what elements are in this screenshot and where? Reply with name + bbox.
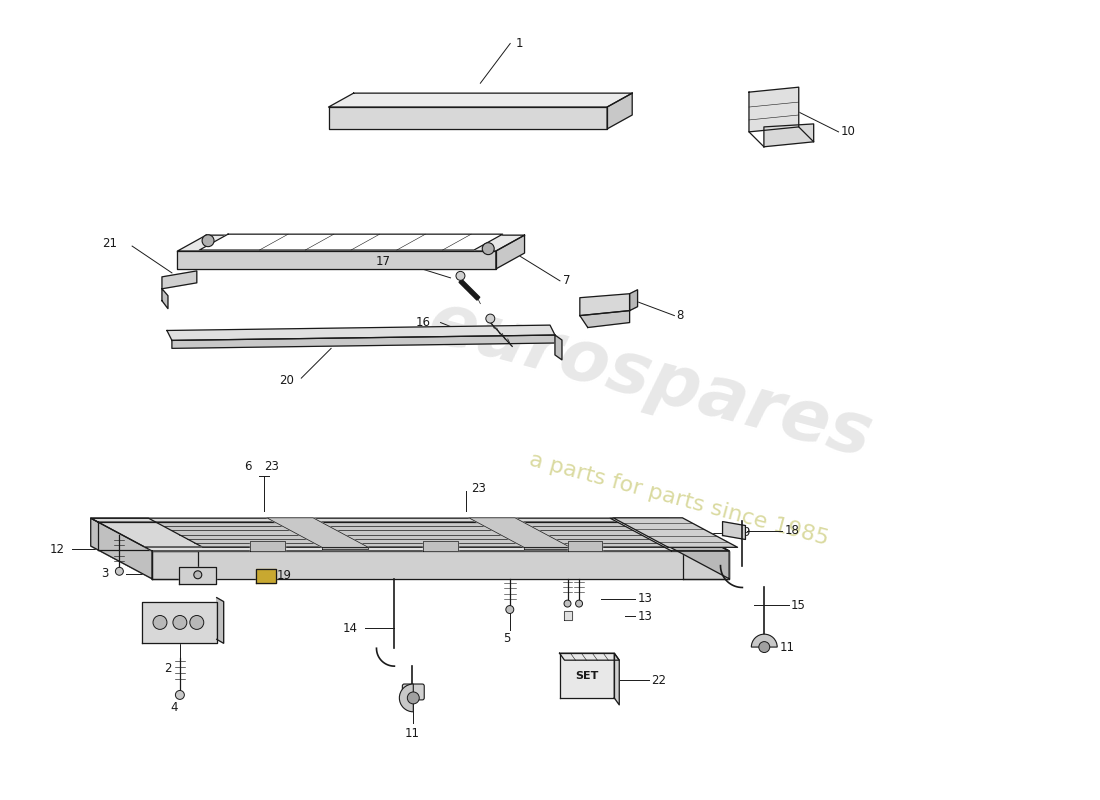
Text: 5: 5 — [503, 632, 510, 645]
Polygon shape — [90, 518, 210, 551]
Text: 8: 8 — [676, 309, 684, 322]
Polygon shape — [723, 522, 746, 539]
Polygon shape — [172, 335, 556, 348]
Text: 11: 11 — [405, 727, 419, 740]
Text: 23: 23 — [264, 460, 278, 473]
Text: 21: 21 — [102, 237, 118, 250]
Polygon shape — [142, 602, 217, 643]
Polygon shape — [496, 235, 525, 269]
Text: 11: 11 — [779, 641, 794, 654]
Text: 4: 4 — [169, 702, 177, 714]
Circle shape — [194, 571, 201, 578]
Polygon shape — [568, 541, 602, 551]
Polygon shape — [177, 235, 525, 251]
Polygon shape — [560, 654, 619, 660]
Circle shape — [173, 615, 187, 630]
Text: a parts for parts since 1985: a parts for parts since 1985 — [527, 450, 832, 549]
Text: 10: 10 — [840, 126, 856, 138]
Text: 7: 7 — [563, 274, 571, 287]
Text: 18: 18 — [784, 524, 799, 537]
Polygon shape — [90, 518, 152, 578]
FancyBboxPatch shape — [403, 684, 425, 700]
FancyArrow shape — [459, 279, 480, 300]
Polygon shape — [610, 518, 729, 551]
Circle shape — [116, 567, 123, 575]
Circle shape — [564, 600, 571, 607]
Polygon shape — [580, 310, 629, 327]
Polygon shape — [749, 87, 799, 132]
Polygon shape — [90, 518, 675, 522]
Text: 9: 9 — [741, 526, 749, 539]
Circle shape — [506, 606, 514, 614]
Circle shape — [202, 234, 215, 246]
Text: eurospares: eurospares — [420, 288, 879, 473]
Polygon shape — [98, 522, 675, 550]
Circle shape — [482, 242, 494, 254]
Polygon shape — [560, 654, 614, 698]
Polygon shape — [580, 294, 629, 315]
Polygon shape — [629, 290, 638, 310]
Polygon shape — [217, 598, 223, 643]
Polygon shape — [668, 518, 729, 578]
Text: 16: 16 — [416, 316, 431, 329]
Text: 13: 13 — [637, 610, 652, 623]
Text: 12: 12 — [50, 543, 65, 556]
Polygon shape — [563, 610, 572, 621]
Polygon shape — [424, 541, 458, 551]
Polygon shape — [763, 124, 814, 146]
Text: 19: 19 — [277, 570, 292, 582]
Polygon shape — [152, 551, 729, 578]
Text: 2: 2 — [164, 662, 172, 674]
Text: 22: 22 — [651, 674, 667, 686]
Circle shape — [407, 692, 419, 704]
Polygon shape — [145, 547, 729, 551]
Circle shape — [153, 615, 167, 630]
Wedge shape — [399, 684, 414, 712]
Text: 23: 23 — [471, 482, 486, 495]
Polygon shape — [199, 234, 503, 250]
Polygon shape — [329, 107, 607, 129]
Text: 1: 1 — [515, 37, 522, 50]
Text: 17: 17 — [376, 255, 390, 269]
Polygon shape — [322, 547, 368, 550]
Circle shape — [175, 690, 185, 699]
Polygon shape — [556, 335, 562, 360]
Polygon shape — [162, 289, 168, 309]
Text: SET: SET — [575, 671, 600, 681]
Polygon shape — [607, 93, 632, 129]
Polygon shape — [524, 547, 570, 550]
Circle shape — [190, 615, 204, 630]
Circle shape — [456, 271, 465, 280]
Text: 6: 6 — [244, 460, 252, 473]
Polygon shape — [179, 567, 216, 584]
Polygon shape — [152, 551, 198, 578]
Text: 20: 20 — [279, 374, 294, 386]
Polygon shape — [256, 569, 276, 582]
Polygon shape — [162, 271, 197, 289]
Circle shape — [759, 642, 770, 653]
Text: 13: 13 — [637, 592, 652, 605]
Text: 3: 3 — [101, 567, 109, 580]
Polygon shape — [469, 518, 570, 547]
Polygon shape — [167, 325, 556, 341]
Text: 15: 15 — [791, 599, 806, 612]
Polygon shape — [267, 518, 369, 547]
Polygon shape — [329, 93, 632, 107]
Polygon shape — [614, 654, 619, 705]
Polygon shape — [250, 541, 285, 551]
Polygon shape — [683, 551, 729, 578]
Circle shape — [575, 600, 583, 607]
Wedge shape — [751, 634, 778, 647]
Text: 14: 14 — [343, 622, 358, 635]
Polygon shape — [177, 251, 496, 269]
Polygon shape — [90, 546, 729, 578]
Polygon shape — [613, 518, 738, 547]
Circle shape — [486, 314, 495, 323]
